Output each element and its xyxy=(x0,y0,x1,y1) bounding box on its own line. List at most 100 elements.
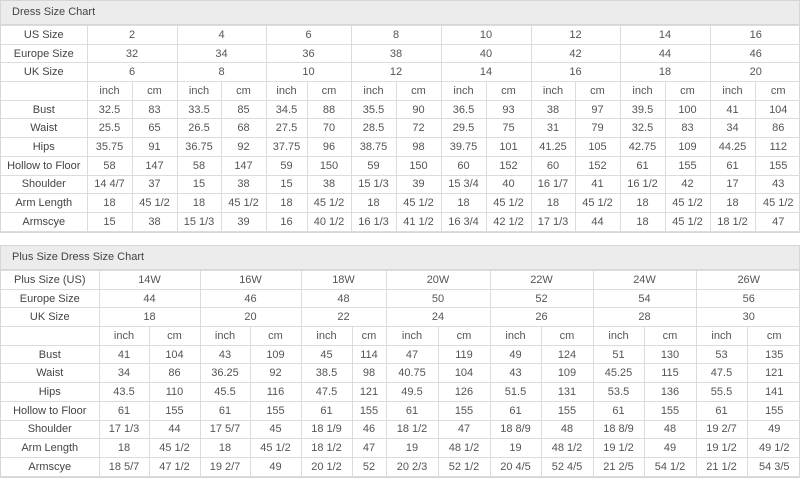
measurement-cell: 150 xyxy=(306,155,352,176)
unit-cm: cm xyxy=(664,81,711,101)
measurement-cell: 155 xyxy=(643,400,697,421)
size-table: Plus Size (US) 14W 16W 18W 20W 22W 24W 26W Europ… xyxy=(1,270,800,477)
measurement-cell: 112 xyxy=(754,137,800,157)
row-label: Waist xyxy=(1,363,100,384)
measurement-cell: 68 xyxy=(220,118,267,139)
measurement-cell: 45 1/2 xyxy=(664,193,711,213)
measurement-cell: 49 xyxy=(489,344,542,365)
chart-title: Plus Size Dress Size Chart xyxy=(1,246,799,270)
measurement-cell: 116 xyxy=(249,382,302,402)
measurement-cell: 15 1/3 xyxy=(176,211,222,232)
size-cell: 48 xyxy=(300,288,387,309)
measurement-cell: 41 xyxy=(98,344,150,365)
measurement-cell: 20 1/2 xyxy=(300,456,353,477)
size-cell: 38 xyxy=(350,43,442,64)
measurement-cell: 155 xyxy=(437,400,491,421)
measurement-cell: 141 xyxy=(746,382,800,402)
measurement-row: Arm Length 18 45 1/2 18 45 1/2 18 1/2 47 19 48 1… xyxy=(1,438,800,458)
measurement-cell: 39 xyxy=(395,174,442,195)
measurement-cell: 155 xyxy=(754,155,800,176)
measurement-row: Hollow to Floor 58 147 58 147 59 150 59 150 60 152… xyxy=(1,155,800,176)
measurement-cell: 38 xyxy=(220,174,267,195)
measurement-row: Hips 35.75 91 36.75 92 37.75 96 38.75 98 39.75 101… xyxy=(1,137,800,157)
size-cell: 46 xyxy=(199,288,302,309)
measurement-cell: 135 xyxy=(746,344,800,365)
measurement-cell: 43 xyxy=(754,174,800,195)
measurement-cell: 32.5 xyxy=(86,99,133,120)
measurement-cell: 41 xyxy=(709,99,756,120)
measurement-cell: 47 xyxy=(385,344,439,365)
measurement-cell: 61 xyxy=(300,400,353,421)
measurement-cell: 42 xyxy=(664,174,711,195)
measurement-cell: 36.75 xyxy=(176,137,222,157)
unit-inch: inch xyxy=(530,81,576,101)
measurement-cell: 17 1/3 xyxy=(98,419,150,440)
measurement-cell: 33.5 xyxy=(176,99,222,120)
measurement-cell: 41 1/2 xyxy=(395,211,442,232)
measurement-cell: 38 xyxy=(131,211,178,232)
measurement-cell: 61 xyxy=(489,400,542,421)
measurement-cell: 61 xyxy=(695,400,748,421)
size-cell: 10 xyxy=(265,62,352,83)
measurement-cell: 51 xyxy=(592,344,645,365)
measurement-cell: 18 xyxy=(86,193,133,213)
measurement-cell: 48 1/2 xyxy=(540,438,594,458)
size-cell: 42 xyxy=(530,43,621,64)
measurement-cell: 18 1/2 xyxy=(300,438,353,458)
measurement-cell: 44.25 xyxy=(709,137,756,157)
measurement-cell: 21 1/2 xyxy=(695,456,748,477)
measurement-cell: 25.5 xyxy=(86,118,133,139)
measurement-cell: 18 1/2 xyxy=(385,419,439,440)
measurement-cell: 19 1/2 xyxy=(695,438,748,458)
measurement-cell: 18 1/9 xyxy=(300,419,353,440)
measurement-cell: 16 xyxy=(265,211,308,232)
measurement-cell: 150 xyxy=(395,155,442,176)
measurement-cell: 19 xyxy=(489,438,542,458)
measurement-cell: 44 xyxy=(574,211,621,232)
size-cell: 4 xyxy=(176,25,267,45)
row-label: Hips xyxy=(1,137,88,157)
measurement-cell: 58 xyxy=(86,155,133,176)
unit-inch: inch xyxy=(709,81,756,101)
measurement-row: Waist 34 86 36.25 92 38.5 98 40.75 104 43 109 45.25… xyxy=(1,363,800,384)
measurement-cell: 18 8/9 xyxy=(592,419,645,440)
size-cell: 44 xyxy=(98,288,201,309)
measurement-cell: 61 xyxy=(709,155,756,176)
measurement-cell: 126 xyxy=(437,382,491,402)
measurement-cell: 121 xyxy=(351,382,387,402)
measurement-cell: 86 xyxy=(754,118,800,139)
measurement-cell: 47.5 xyxy=(300,382,353,402)
measurement-cell: 16 3/4 xyxy=(440,211,487,232)
size-cell: 30 xyxy=(695,307,800,328)
measurement-cell: 45 1/2 xyxy=(249,438,302,458)
row-label: Arm Length xyxy=(1,438,100,458)
measurement-cell: 130 xyxy=(643,344,697,365)
size-cell: 16W xyxy=(199,270,302,290)
unit-cm: cm xyxy=(437,326,491,346)
measurement-cell: 46 xyxy=(351,419,387,440)
row-label: Shoulder xyxy=(1,419,100,440)
empty-cell xyxy=(1,81,88,101)
unit-cm: cm xyxy=(746,326,800,346)
measurement-cell: 49 xyxy=(643,438,697,458)
size-cell: 12 xyxy=(530,25,621,45)
measurement-cell: 15 3/4 xyxy=(440,174,487,195)
unit-inch: inch xyxy=(695,326,748,346)
measurement-cell: 31 xyxy=(530,118,576,139)
measurement-cell: 36.25 xyxy=(199,363,251,384)
unit-cm: cm xyxy=(574,81,621,101)
row-label: Hips xyxy=(1,382,100,402)
measurement-cell: 40 1/2 xyxy=(306,211,352,232)
size-cell: 36 xyxy=(265,43,352,64)
measurement-cell: 49 xyxy=(249,456,302,477)
size-cell: 40 xyxy=(440,43,532,64)
size-cell: 16 xyxy=(530,62,621,83)
size-cell: 8 xyxy=(176,62,267,83)
measurement-cell: 119 xyxy=(437,344,491,365)
unit-inch: inch xyxy=(176,81,222,101)
measurement-cell: 93 xyxy=(485,99,532,120)
unit-row: inch cm inch cm inch cm inch cm inch cm inch cm inch… xyxy=(1,81,800,101)
measurement-cell: 115 xyxy=(643,363,697,384)
measurement-cell: 39.5 xyxy=(619,99,666,120)
row-label: UK Size xyxy=(1,62,88,83)
